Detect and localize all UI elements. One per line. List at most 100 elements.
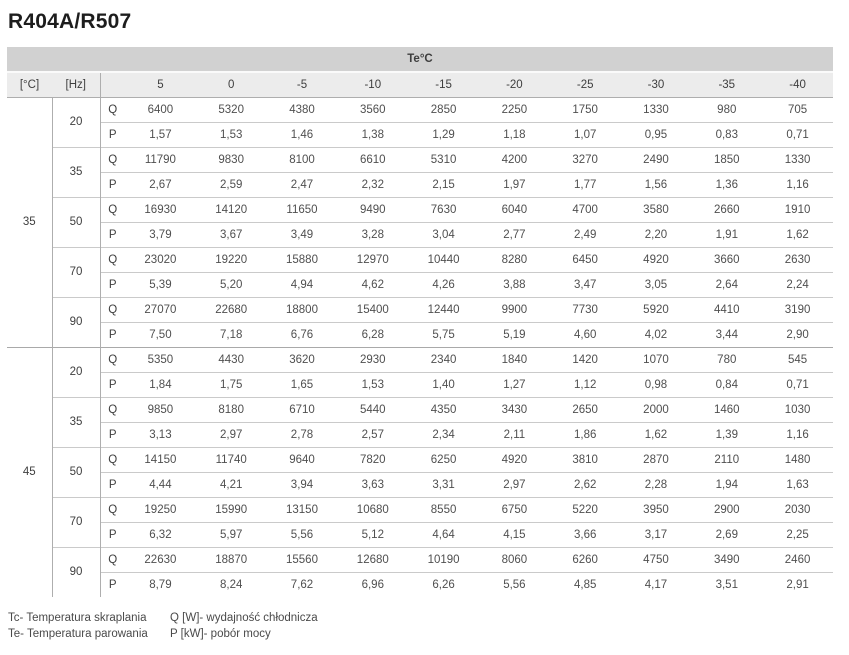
q-value: 2460 (762, 546, 833, 572)
p-value: 3,67 (195, 221, 267, 247)
p-row-label: P (99, 121, 125, 147)
p-value: 3,05 (620, 271, 692, 297)
p-value: 2,11 (478, 421, 550, 447)
p-value: 3,17 (620, 521, 692, 547)
q-value: 6260 (549, 546, 621, 572)
footnotes-right: Q [W]- wydajność chłodnicza P [kW]- pobó… (170, 610, 318, 642)
p-value: 4,21 (195, 471, 267, 497)
q-value: 2030 (762, 496, 833, 522)
p-value: 1,12 (549, 371, 621, 397)
p-value: 5,12 (337, 521, 409, 547)
p-value: 3,88 (478, 271, 550, 297)
p-row-label: P (99, 521, 125, 547)
p-value: 2,59 (195, 171, 267, 197)
p-value: 1,29 (408, 121, 479, 147)
p-value: 7,50 (125, 321, 196, 347)
q-value: 4430 (195, 346, 267, 372)
q-value: 1330 (762, 146, 833, 172)
q-value: 2870 (620, 446, 692, 472)
q-row-label: Q (99, 146, 125, 172)
p-value: 3,51 (691, 571, 763, 597)
p-value: 6,32 (125, 521, 196, 547)
q-value: 3190 (762, 296, 833, 322)
q-row-label: Q (99, 446, 125, 472)
p-value: 3,66 (549, 521, 621, 547)
q-value: 8550 (408, 496, 479, 522)
p-value: 4,17 (620, 571, 692, 597)
p-value: 1,84 (125, 371, 196, 397)
q-value: 9640 (266, 446, 338, 472)
q-value: 19250 (125, 496, 196, 522)
q-value: 15400 (337, 296, 409, 322)
p-value: 2,32 (337, 171, 409, 197)
p-value: 0,98 (620, 371, 692, 397)
p-value: 2,91 (762, 571, 833, 597)
p-row: P 1,57 1,53 1,46 1,38 1,29 1,18 1,07 0,95 0,83 0,7… (7, 121, 833, 147)
column-header-row: [°C] [Hz] 5 0 -5 -10 -15 -20 -25 -30 -35 -40 (7, 72, 833, 98)
q-value: 8180 (195, 396, 267, 422)
q-value: 12970 (337, 246, 409, 272)
q-value: 22630 (125, 546, 196, 572)
q-row-label: Q (99, 346, 125, 372)
q-value: 16930 (125, 196, 196, 222)
hz-value: 20 (51, 96, 100, 147)
p-value: 3,04 (408, 221, 479, 247)
hz-value: 90 (51, 546, 100, 597)
q-value: 7630 (408, 196, 479, 222)
q-value: 2660 (691, 196, 763, 222)
q-row-label: Q (99, 496, 125, 522)
q-value: 19220 (195, 246, 267, 272)
p-value: 4,02 (620, 321, 692, 347)
q-value: 3490 (691, 546, 763, 572)
q-row: 90 Q 27070 22680 18800 15400 12440 9900 7730 5920… (7, 296, 833, 347)
p-row: P 3,79 3,67 3,49 3,28 3,04 2,77 2,49 2,20 1,91 1,6… (7, 221, 833, 247)
footnote-tc: Tc- Temperatura skraplania (8, 612, 147, 624)
q-value: 1460 (691, 396, 763, 422)
p-row-label: P (99, 571, 125, 597)
footnotes-left: Tc- Temperatura skraplania Te- Temperatu… (8, 610, 170, 642)
col-header-te-value: -15 (408, 72, 479, 98)
col-header-te-value: -20 (478, 72, 550, 98)
p-value: 4,62 (337, 271, 409, 297)
col-header-te-value: -40 (762, 72, 833, 98)
p-row-label: P (99, 421, 125, 447)
p-value: 5,97 (195, 521, 267, 547)
q-value: 6400 (125, 96, 196, 122)
q-value: 4920 (478, 446, 550, 472)
hz-value: 90 (51, 296, 100, 347)
q-value: 22680 (195, 296, 267, 322)
q-value: 15560 (266, 546, 338, 572)
q-value: 4380 (266, 96, 338, 122)
q-value: 2630 (762, 246, 833, 272)
q-value: 4700 (549, 196, 621, 222)
p-row: P 8,79 8,24 7,62 6,96 6,26 5,56 4,85 4,17 3,51 2,9… (7, 571, 833, 597)
p-value: 5,19 (478, 321, 550, 347)
p-value: 2,34 (408, 421, 479, 447)
q-value: 7820 (337, 446, 409, 472)
performance-table: Te°C [°C] [Hz] 5 0 -5 -10 -15 -20 -25 -30 -35 -40 3… (7, 47, 833, 597)
p-value: 1,62 (620, 421, 692, 447)
p-value: 2,69 (691, 521, 763, 547)
col-header-te-value: 5 (125, 72, 196, 98)
p-value: 3,63 (337, 471, 409, 497)
q-value: 4750 (620, 546, 692, 572)
q-row: 90 Q 22630 18870 15560 12680 10190 8060 6260 4750… (7, 546, 833, 597)
p-row: P 5,39 5,20 4,94 4,62 4,26 3,88 3,47 3,05 2,64 2,2… (7, 271, 833, 297)
p-value: 6,26 (408, 571, 479, 597)
q-value: 2250 (478, 96, 550, 122)
q-value: 2110 (691, 446, 763, 472)
table-body: 35 20 Q 6400 5320 4380 3560 2850 2250 1750 1330 980… (7, 96, 833, 597)
q-value: 2490 (620, 146, 692, 172)
p-value: 2,49 (549, 221, 621, 247)
p-value: 1,77 (549, 171, 621, 197)
q-value: 14120 (195, 196, 267, 222)
p-value: 3,28 (337, 221, 409, 247)
p-value: 2,62 (549, 471, 621, 497)
q-row: 35 Q 9850 8180 6710 5440 4350 3430 2650 2000 1460 1… (7, 396, 833, 447)
p-value: 0,71 (762, 121, 833, 147)
p-row-label: P (99, 221, 125, 247)
p-value: 8,79 (125, 571, 196, 597)
hz-value: 20 (51, 346, 100, 397)
p-value: 1,39 (691, 421, 763, 447)
